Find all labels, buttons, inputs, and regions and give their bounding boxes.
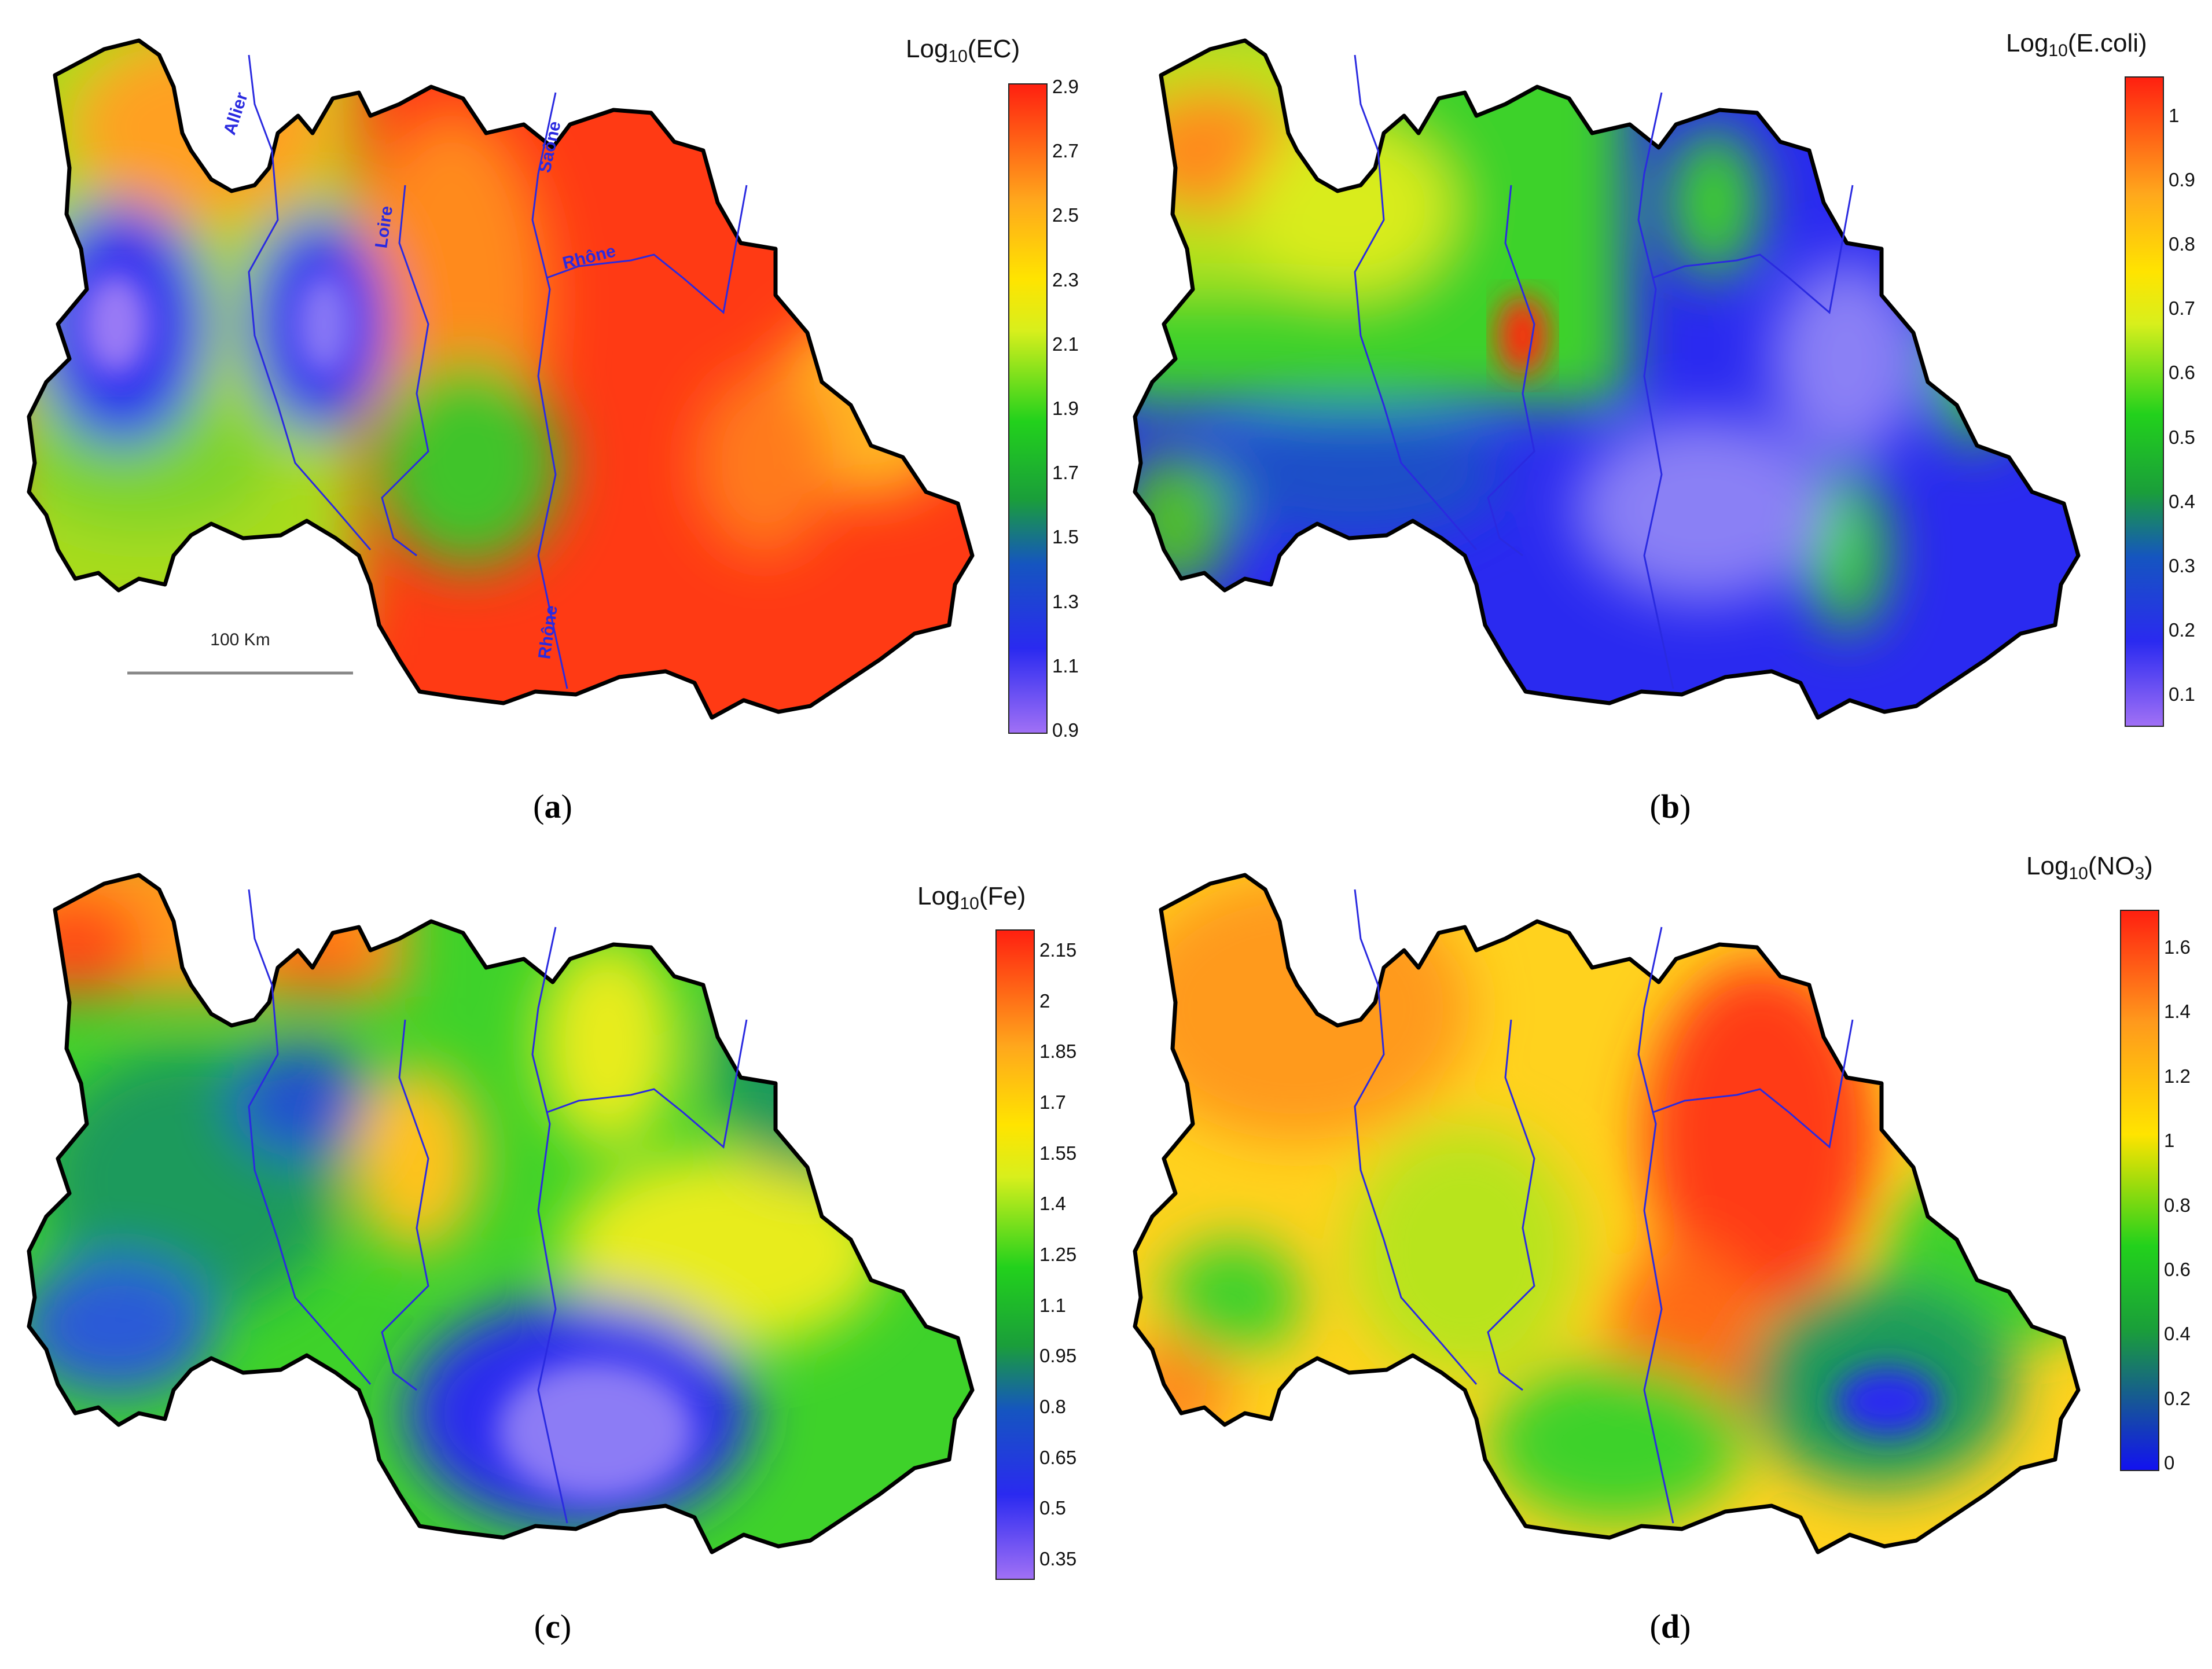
legend-title: Log10(NO3)	[2026, 852, 2153, 883]
colorbar	[995, 929, 1035, 1580]
colorbar-tick-label: 2.15	[1039, 939, 1077, 961]
colorbar-tick-label: 1	[2164, 1130, 2175, 1152]
colorbar-tick-label: 0.5	[2169, 426, 2195, 448]
colorbar-tick-label: 1.2	[2164, 1065, 2191, 1087]
map-fe	[0, 834, 1106, 1669]
svg-text:100 Km: 100 Km	[210, 630, 270, 649]
colorbar-tick-label: 1.9	[1052, 398, 1079, 419]
panel-c: Log10(Fe) (c) 2.15 2 1.85 1.7 1.55 1.4 1.25 1.1…	[0, 834, 1106, 1669]
caption: (d)	[1649, 1608, 1691, 1645]
legend-title: Log10(E.coli)	[2006, 29, 2147, 60]
colorbar-tick-label: 1.7	[1039, 1091, 1066, 1113]
colorbar-tick-label: 0.65	[1039, 1446, 1077, 1468]
colorbar-tick-label: 2.1	[1052, 333, 1079, 355]
colorbar-tick-label: 2.9	[1052, 76, 1079, 97]
colorbar-tick-label: 0.2	[2164, 1387, 2191, 1409]
colorbar-tick-label: 1.1	[1052, 655, 1079, 677]
colorbar-tick-label: 0.6	[2164, 1258, 2191, 1280]
colorbar-tick-label: 1.55	[1039, 1142, 1077, 1164]
colorbar	[1008, 83, 1048, 734]
colorbar-tick-label: 1.25	[1039, 1244, 1077, 1265]
colorbar-tick-label: 1.7	[1052, 462, 1079, 484]
caption: (b)	[1649, 788, 1691, 825]
map-ecoli	[1106, 0, 2212, 834]
colorbar-tick-label: 0.3	[2169, 554, 2195, 576]
colorbar-tick-label: 0	[2164, 1452, 2175, 1473]
colorbar-tick-label: 0.95	[1039, 1345, 1077, 1367]
colorbar-tick-label: 0.7	[2169, 297, 2195, 319]
colorbar-tick-label: 0.9	[1052, 719, 1079, 741]
label-allier: Allier	[220, 90, 252, 137]
colorbar-tick-label: 0.35	[1039, 1548, 1077, 1569]
colorbar-tick-label: 1.4	[1039, 1193, 1066, 1215]
colorbar-tick-label: 0.2	[2169, 619, 2195, 641]
loire-river	[381, 185, 429, 557]
colorbar-tick-label: 1.6	[2164, 936, 2191, 958]
colorbar-tick-label: 0.1	[2169, 683, 2195, 705]
colorbar-tick-label: 0.9	[2169, 169, 2195, 191]
colorbar-tick-label: 1.5	[1052, 526, 1079, 548]
panel-b: Log10(E.coli) (b) 1 0.9 0.8 0.7 0.6 0.5 0.4 0.3…	[1106, 0, 2212, 834]
colorbar-tick-label: 0.5	[1039, 1497, 1066, 1519]
colorbar-tick-label: 1.85	[1039, 1041, 1077, 1063]
scale-bar: 100 Km	[127, 630, 353, 675]
colorbar-tick-label: 2.7	[1052, 140, 1079, 162]
colorbar-tick-label: 1	[2169, 105, 2180, 126]
colorbar-tick-label: 0.6	[2169, 362, 2195, 384]
colorbar-tick-label: 2.5	[1052, 204, 1079, 226]
caption: (a)	[533, 788, 572, 825]
map-ec: Allier Loire Saône Rhône Rhône 100 Km	[0, 0, 1106, 834]
rhone-saone-river	[531, 92, 568, 689]
panel-a: Allier Loire Saône Rhône Rhône 100 Km Lo…	[0, 0, 1106, 834]
colorbar-tick-label: 1.4	[2164, 1001, 2191, 1023]
colorbar-tick-label: 2	[1039, 990, 1050, 1012]
colorbar-tick-label: 0.8	[2169, 233, 2195, 255]
legend-title: Log10(EC)	[906, 35, 1020, 66]
caption: (c)	[534, 1608, 572, 1645]
legend-title: Log10(Fe)	[917, 882, 1026, 913]
panel-d: Log10(NO3) (d) 1.6 1.4 1.2 1 0.8 0.6 0.4 0.2 0	[1106, 834, 2212, 1669]
colorbar-tick-label: 0.8	[1039, 1396, 1066, 1417]
colorbar-tick-label: 0.8	[2164, 1194, 2191, 1216]
rhone-upper-river	[546, 185, 748, 314]
colorbar-tick-label: 2.3	[1052, 269, 1079, 291]
colorbar	[2120, 910, 2159, 1471]
colorbar-tick-label: 0.4	[2164, 1323, 2191, 1345]
colorbar-tick-label: 0.4	[2169, 490, 2195, 512]
allier-river	[248, 54, 372, 550]
map-no3	[1106, 834, 2212, 1669]
colorbar-tick-label: 1.3	[1052, 590, 1079, 612]
colorbar	[2125, 76, 2164, 727]
colorbar-tick-label: 1.1	[1039, 1294, 1066, 1316]
